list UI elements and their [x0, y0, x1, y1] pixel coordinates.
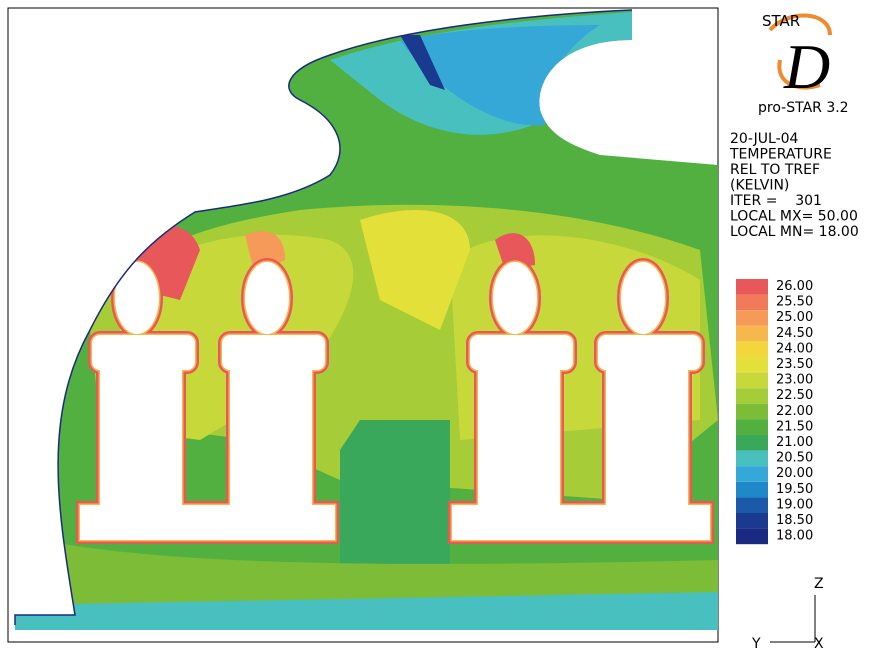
logo-star: STAR	[762, 12, 800, 30]
legend-label: 26.00	[776, 279, 813, 294]
legend-swatch	[736, 388, 768, 404]
info-line: TEMPERATURE	[729, 147, 832, 163]
legend-swatch	[736, 373, 768, 389]
axis-z-label: Z	[814, 576, 824, 592]
axis-y-label: Y	[751, 636, 761, 652]
legend-label: 20.50	[776, 451, 813, 466]
legend-swatch	[736, 497, 768, 513]
legend-label: 24.50	[776, 326, 813, 341]
legend-label: 21.50	[776, 419, 813, 434]
legend-label: 25.50	[776, 295, 813, 310]
info-line: LOCAL MX= 50.00	[730, 209, 858, 225]
legend-label: 23.50	[776, 357, 813, 372]
axis-x-label: X	[814, 636, 824, 652]
info-line: REL TO TREF	[730, 162, 820, 178]
legend-label: 22.50	[776, 388, 813, 403]
legend-label: 21.00	[776, 435, 813, 450]
legend: 26.0025.5025.0024.5024.0023.5023.0022.50…	[736, 279, 813, 544]
legend-label: 23.00	[776, 373, 813, 388]
legend-swatch	[736, 419, 768, 435]
legend-label: 19.50	[776, 482, 813, 497]
legend-swatch	[736, 341, 768, 357]
legend-swatch	[736, 310, 768, 326]
legend-label: 18.50	[776, 513, 813, 528]
logo-d: D	[783, 31, 830, 102]
info-line: LOCAL MN= 18.00	[730, 224, 859, 240]
legend-swatch	[736, 466, 768, 482]
viewport: STAR D pro-STAR 3.2 20-JUL-04TEMPERATURE…	[0, 0, 896, 654]
legend-swatch	[736, 295, 768, 311]
logo-version: pro-STAR 3.2	[758, 100, 849, 116]
legend-label: 20.00	[776, 466, 813, 481]
legend-label: 22.00	[776, 404, 813, 419]
legend-label: 18.00	[776, 529, 813, 544]
info-line: (KELVIN)	[730, 178, 789, 194]
legend-swatch	[736, 404, 768, 420]
legend-swatch	[736, 529, 768, 545]
legend-swatch	[736, 326, 768, 342]
legend-swatch	[736, 435, 768, 451]
legend-label: 24.00	[776, 341, 813, 356]
legend-swatch	[736, 513, 768, 529]
info-line: ITER = 301	[730, 193, 822, 209]
legend-swatch	[736, 482, 768, 498]
legend-swatch	[736, 357, 768, 373]
legend-swatch	[736, 451, 768, 467]
legend-label: 19.00	[776, 497, 813, 512]
info-line: 20-JUL-04	[730, 131, 799, 147]
legend-label: 25.00	[776, 310, 813, 325]
legend-swatch	[736, 279, 768, 295]
screenshot: STAR D pro-STAR 3.2 20-JUL-04TEMPERATURE…	[0, 0, 896, 654]
